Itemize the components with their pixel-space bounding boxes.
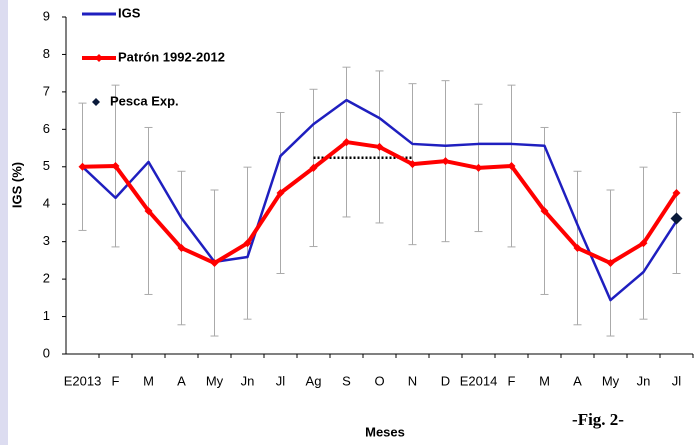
x-tick-label: O bbox=[374, 373, 384, 388]
point bbox=[276, 188, 285, 197]
x-tick-label: Jl bbox=[672, 373, 682, 388]
x-tick-label: E2014 bbox=[460, 373, 498, 388]
point bbox=[474, 163, 483, 172]
y-axis-label: IGS (%) bbox=[9, 162, 24, 208]
point bbox=[111, 162, 120, 171]
y-tick-label: 0 bbox=[43, 345, 50, 360]
x-tick-label: D bbox=[441, 373, 450, 388]
x-tick-label: M bbox=[539, 373, 550, 388]
figure-annotation: -Fig. 2- bbox=[572, 410, 624, 429]
point bbox=[243, 239, 252, 248]
point bbox=[670, 212, 683, 225]
point bbox=[507, 162, 516, 171]
x-tick-label: Jl bbox=[276, 373, 286, 388]
x-tick-label: E2013 bbox=[64, 373, 102, 388]
x-tick-label: S bbox=[342, 373, 351, 388]
point bbox=[78, 162, 87, 171]
y-tick-label: 1 bbox=[43, 308, 50, 323]
x-tick-label: Jn bbox=[637, 373, 651, 388]
point bbox=[375, 142, 384, 151]
x-tick-label: Jn bbox=[241, 373, 255, 388]
y-tick-label: 3 bbox=[43, 233, 50, 248]
point bbox=[210, 259, 219, 268]
point bbox=[309, 163, 318, 172]
y-tick-label: 8 bbox=[43, 46, 50, 61]
point bbox=[540, 206, 549, 215]
point bbox=[441, 157, 450, 166]
legend-label: Pesca Exp. bbox=[110, 93, 179, 108]
y-tick-label: 5 bbox=[43, 158, 50, 173]
y-tick-label: 2 bbox=[43, 271, 50, 286]
point bbox=[606, 259, 615, 268]
x-tick-label: F bbox=[508, 373, 516, 388]
point bbox=[672, 188, 681, 197]
point bbox=[177, 244, 186, 253]
x-tick-label: My bbox=[602, 373, 620, 388]
y-tick-label: 4 bbox=[43, 196, 50, 211]
point bbox=[342, 138, 351, 147]
point bbox=[573, 244, 582, 253]
x-tick-label: F bbox=[112, 373, 120, 388]
legend-label: IGS bbox=[118, 5, 141, 20]
y-tick-label: 7 bbox=[43, 83, 50, 98]
x-tick-label: My bbox=[206, 373, 224, 388]
x-tick-label: Ag bbox=[306, 373, 322, 388]
legend-label: Patrón 1992-2012 bbox=[118, 49, 225, 64]
legend-marker bbox=[92, 98, 100, 106]
legend-marker bbox=[95, 54, 103, 62]
y-tick-label: 9 bbox=[43, 8, 50, 23]
side-strip bbox=[0, 0, 8, 445]
x-tick-label: A bbox=[177, 373, 186, 388]
x-axis-label: Meses bbox=[365, 424, 405, 439]
point bbox=[639, 239, 648, 248]
point bbox=[144, 206, 153, 215]
point bbox=[408, 160, 417, 169]
series-line bbox=[81, 98, 678, 302]
x-tick-label: M bbox=[143, 373, 154, 388]
y-tick-label: 6 bbox=[43, 121, 50, 136]
x-tick-label: N bbox=[408, 373, 417, 388]
x-tick-label: A bbox=[573, 373, 582, 388]
